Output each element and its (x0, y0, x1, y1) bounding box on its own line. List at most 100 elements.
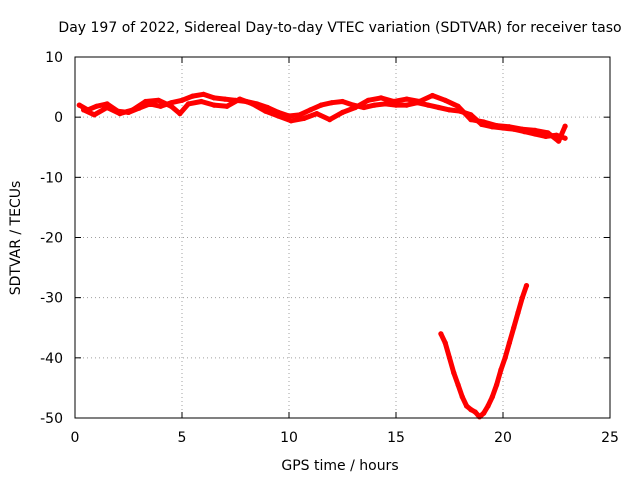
data-point (288, 118, 294, 124)
data-point (104, 104, 110, 111)
data-point (489, 394, 495, 400)
data-point (481, 119, 487, 125)
x-tick-label: 10 (280, 430, 298, 446)
data-point (237, 96, 243, 102)
data-point (446, 355, 453, 361)
data-point (93, 103, 99, 109)
data-point (250, 101, 256, 107)
data-point (455, 382, 461, 388)
data-point (155, 97, 162, 103)
data-point (372, 102, 378, 108)
data-point (222, 96, 228, 102)
data-point (185, 101, 191, 107)
data-point (275, 113, 281, 119)
x-tick-label: 15 (387, 430, 405, 446)
chart-title: Day 197 of 2022, Sidereal Day-to-day VTE… (58, 20, 621, 36)
data-point (329, 100, 335, 106)
data-point (130, 107, 136, 113)
data-point (327, 117, 333, 123)
data-point (382, 101, 388, 107)
data-point (352, 104, 358, 111)
x-tick-label: 25 (601, 430, 619, 446)
data-point (442, 340, 448, 346)
data-point (485, 403, 491, 409)
plot-area (76, 91, 568, 420)
y-tick-label: 10 (45, 50, 63, 66)
series-line (81, 93, 568, 144)
data-point (391, 98, 397, 105)
data-point (190, 93, 196, 99)
data-point (494, 382, 500, 388)
series-line (438, 283, 529, 420)
data-point (416, 98, 423, 105)
data-point (143, 98, 149, 105)
y-tick-label: -30 (40, 291, 63, 307)
data-point (468, 117, 474, 123)
y-axis-label: SDTVAR / TECUs (8, 181, 24, 296)
data-point (365, 97, 371, 103)
data-point (451, 370, 457, 376)
x-tick-label: 0 (71, 430, 80, 446)
data-point (562, 135, 568, 141)
data-point (262, 108, 269, 114)
data-point (532, 127, 538, 133)
data-point (211, 102, 217, 108)
data-point (511, 325, 517, 331)
x-axis-label: GPS time / hours (281, 458, 398, 474)
y-tick-label: -50 (40, 411, 63, 427)
data-point (545, 130, 551, 136)
data-point (519, 126, 525, 132)
data-point (339, 98, 346, 105)
data-point (200, 91, 206, 97)
data-point (438, 331, 444, 337)
data-point (506, 124, 512, 130)
data-point (455, 103, 461, 109)
data-point (301, 115, 307, 121)
data-point (404, 96, 410, 102)
data-point (91, 112, 97, 118)
data-point (481, 410, 487, 416)
data-point (318, 102, 324, 108)
y-tick-label: 0 (54, 110, 63, 126)
data-point (117, 111, 123, 117)
data-point (446, 107, 453, 113)
data-point (502, 355, 508, 361)
data-point (179, 97, 185, 103)
data-point (468, 407, 474, 413)
data-point (515, 310, 521, 316)
data-point (104, 101, 110, 107)
data-point (459, 394, 465, 400)
data-point (506, 340, 512, 346)
data-point (404, 102, 410, 108)
y-tick-label: -20 (40, 231, 63, 247)
data-point (224, 103, 230, 109)
data-point (464, 403, 470, 409)
y-tick-label: -10 (40, 170, 63, 186)
data-point (476, 414, 483, 420)
data-point (211, 95, 217, 101)
data-point (81, 107, 87, 113)
axis-ticks: 0 5 10 15 20 25 -50 -40 -30 -20 -10 0 10 (40, 50, 619, 446)
data-point (556, 138, 562, 144)
data-point (442, 97, 448, 103)
data-point (307, 107, 313, 113)
data-point (314, 111, 320, 117)
data-point (494, 123, 500, 129)
data-point (168, 103, 174, 109)
data-point (472, 409, 478, 415)
y-tick-label: -40 (40, 351, 63, 367)
data-point (425, 102, 431, 108)
data-point (378, 95, 384, 101)
x-tick-label: 5 (178, 430, 187, 446)
data-point (436, 104, 442, 111)
data-point (562, 123, 568, 129)
data-point (76, 102, 82, 108)
data-point (429, 92, 435, 99)
data-point (158, 103, 164, 109)
data-point (177, 111, 183, 117)
data-point (498, 367, 504, 373)
x-tick-label: 20 (494, 430, 512, 446)
data-point (519, 295, 525, 301)
data-point (198, 98, 204, 105)
